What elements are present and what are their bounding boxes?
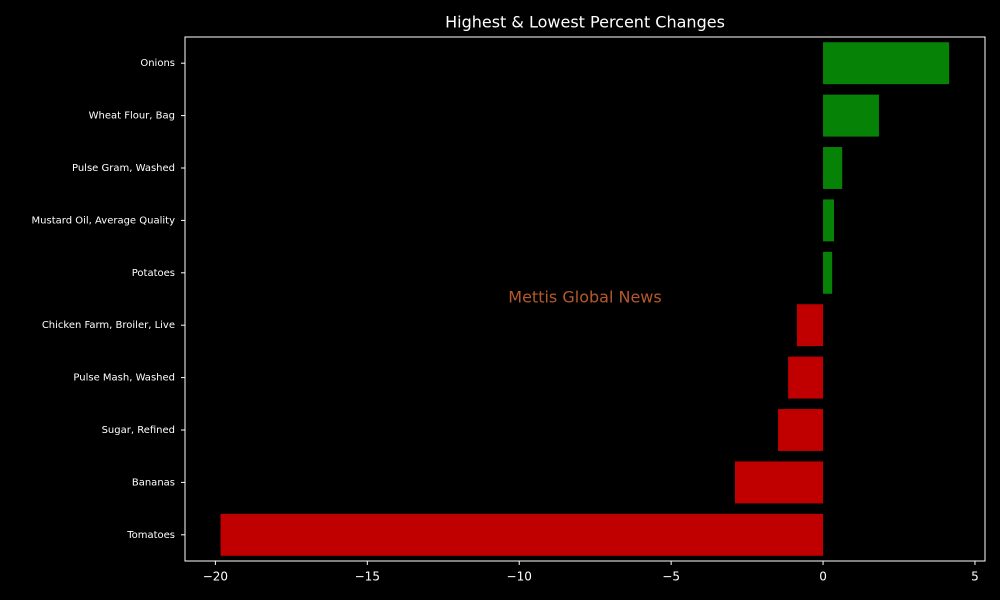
bar (220, 513, 824, 556)
bar (823, 147, 843, 189)
x-tick-label: −15 (355, 570, 380, 584)
x-tick-label: 0 (819, 570, 827, 584)
watermark: Mettis Global News (508, 288, 661, 307)
x-tick-label: −20 (203, 570, 228, 584)
y-tick-label: Bananas (132, 477, 175, 488)
x-tick-label: −10 (507, 570, 532, 584)
bar (734, 461, 824, 504)
bar (823, 94, 879, 137)
bar (823, 42, 950, 85)
y-tick-label: Pulse Mash, Washed (73, 373, 175, 384)
y-tick-label: Wheat Flour, Bag (89, 111, 175, 122)
bar (778, 409, 824, 451)
y-tick-label: Onions (140, 58, 175, 69)
y-tick-label: Pulse Gram, Washed (72, 163, 175, 174)
y-tick-label: Chicken Farm, Broiler, Live (42, 320, 175, 331)
chart-title: Highest & Lowest Percent Changes (445, 13, 725, 32)
bar (796, 304, 824, 347)
y-tick-label: Mustard Oil, Average Quality (32, 215, 176, 226)
y-tick-label: Tomatoes (126, 530, 175, 541)
y-tick-label: Potatoes (132, 268, 175, 279)
bar (823, 199, 834, 242)
x-tick-label: −5 (662, 570, 680, 584)
plot-frame (184, 36, 986, 562)
bar (823, 251, 833, 294)
bar (788, 356, 824, 399)
y-tick-label: Sugar, Refined (102, 425, 175, 436)
x-tick-label: 5 (971, 570, 979, 584)
